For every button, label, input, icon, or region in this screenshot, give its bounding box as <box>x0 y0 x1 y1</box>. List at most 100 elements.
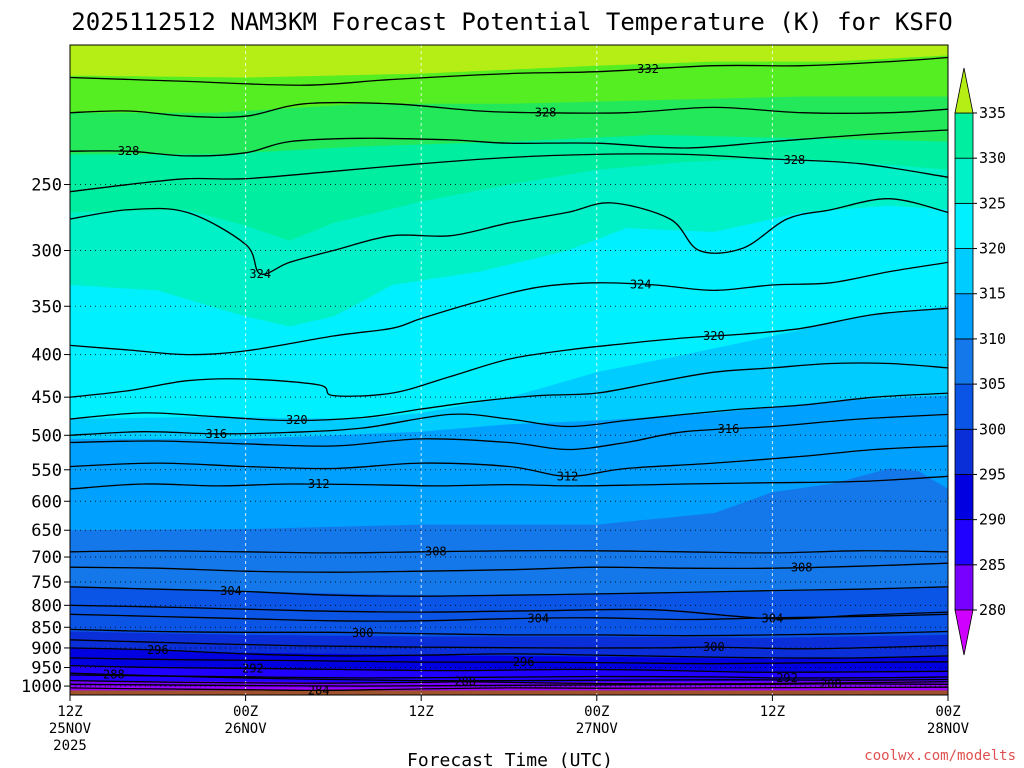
contour-312 <box>70 445 948 477</box>
pressure-tick-label: 250 <box>31 176 62 196</box>
colorbar-label: 300 <box>979 420 1006 438</box>
contour-label-320: 320 <box>286 413 308 427</box>
colorbar-high-arrow <box>954 67 974 114</box>
contour-label-304: 304 <box>527 611 549 625</box>
contour-label-328: 328 <box>784 153 806 167</box>
plot-frame <box>69 44 949 696</box>
time-tick-label: 28NOV <box>927 721 970 737</box>
colorbar-segment <box>954 338 974 385</box>
time-tick-label: 12Z <box>760 704 785 720</box>
time-tick-label: 2025 <box>53 738 87 754</box>
contour-label-300: 300 <box>352 626 374 640</box>
contour-label-320: 320 <box>703 329 725 343</box>
contour-304 <box>70 613 948 622</box>
colorbar-segment <box>954 383 974 430</box>
contour-label-308: 308 <box>425 545 447 559</box>
contour-label-304: 304 <box>762 612 784 626</box>
colorbar-label: 315 <box>979 285 1006 303</box>
contour-296 <box>70 657 948 665</box>
contour-label-288: 288 <box>820 677 842 691</box>
contour-label-304: 304 <box>220 584 242 598</box>
contour-292 <box>70 674 948 679</box>
colorbar-label: 330 <box>979 149 1006 167</box>
contour-label-316: 316 <box>718 422 740 436</box>
contour-label-292: 292 <box>776 671 798 685</box>
contour-308 <box>70 550 948 554</box>
contour-288 <box>70 672 948 682</box>
pressure-tick-label: 800 <box>31 596 62 616</box>
contour-label-312: 312 <box>557 469 579 483</box>
colorbar-label: 335 <box>979 104 1006 122</box>
contour-label-324: 324 <box>249 267 271 281</box>
pressure-tick-label: 700 <box>31 548 62 568</box>
contour-316 <box>70 392 948 436</box>
pressure-tick-label: 300 <box>31 241 62 261</box>
time-tick-label: 00Z <box>233 704 258 720</box>
contour-324 <box>70 261 948 356</box>
colorbar-segment <box>954 428 974 475</box>
colorbar-label: 310 <box>979 330 1006 348</box>
x-axis-label: Forecast Time (UTC) <box>407 750 613 768</box>
contour-label-328: 328 <box>535 106 557 120</box>
contour-label-324: 324 <box>630 277 652 291</box>
contour-296 <box>70 647 948 659</box>
colorbar-segment <box>954 202 974 249</box>
colorbar-segment <box>954 248 974 295</box>
contour-label-288: 288 <box>103 667 125 681</box>
colorbar-segment <box>954 519 974 566</box>
contour-320 <box>70 307 948 398</box>
contour-328 <box>70 101 948 119</box>
contour-label-332: 332 <box>637 62 659 76</box>
contour-label-308: 308 <box>791 561 813 575</box>
pressure-axis: 2503003504004505005506006507007508008509… <box>21 176 70 697</box>
credit-text: coolwx.com/modelts <box>864 748 1016 764</box>
contour-300 <box>70 628 948 637</box>
contour-label-296: 296 <box>513 655 535 669</box>
pressure-tick-label: 650 <box>31 521 62 541</box>
contour-lines: 332 328 328 328 324 324 320 320 316 316 312 312 308 3… <box>70 56 948 697</box>
contour-312 <box>70 475 948 490</box>
time-tick-label: 00Z <box>584 704 609 720</box>
contour-332 <box>70 56 948 86</box>
pressure-tick-label: 350 <box>31 297 62 317</box>
colorbar-segment <box>954 112 974 159</box>
colorbar-segment <box>954 157 974 204</box>
time-tick-label: 12Z <box>57 704 82 720</box>
colorbar-label: 325 <box>979 194 1006 212</box>
contour-328 <box>70 129 948 157</box>
contour-300 <box>70 639 948 650</box>
pressure-tick-label: 750 <box>31 573 62 593</box>
theta-band-top <box>70 45 948 53</box>
chart-title: 2025112512 NAM3KM Forecast Potential Tem… <box>71 8 952 36</box>
contour-328 <box>70 153 948 193</box>
contour-320 <box>70 362 948 422</box>
contour-288 <box>70 683 948 687</box>
time-tick-label: 12Z <box>409 704 434 720</box>
colorbar-low-arrow <box>954 609 974 656</box>
contour-316 <box>70 413 948 451</box>
colorbar-segment <box>954 564 974 611</box>
contour-label-284: 284 <box>308 683 330 697</box>
colorbar-label: 290 <box>979 511 1006 529</box>
contour-label-316: 316 <box>205 427 227 441</box>
time-tick-label: 25NOV <box>49 721 92 737</box>
contour-288 <box>70 679 948 685</box>
contour-label-296: 296 <box>147 643 169 657</box>
colorbar-label: 295 <box>979 465 1006 483</box>
pressure-tick-label: 400 <box>31 346 62 366</box>
contour-324 <box>70 198 948 275</box>
time-tick-label: 27NOV <box>576 721 619 737</box>
pressure-tick-label: 550 <box>31 461 62 481</box>
contour-284 <box>70 686 948 692</box>
contour-label-328: 328 <box>118 144 140 158</box>
ground-strip <box>70 690 948 695</box>
colorbar-segment <box>954 293 974 340</box>
contour-304 <box>70 586 948 597</box>
colorbar: 280 285 290 295 300 305 310 315 320 325 330 335 <box>954 67 1006 656</box>
colorbar-label: 280 <box>979 601 1006 619</box>
contour-label-312: 312 <box>308 477 330 491</box>
pressure-tick-label: 950 <box>31 659 62 679</box>
pressure-tick-label: 1000 <box>21 677 62 697</box>
